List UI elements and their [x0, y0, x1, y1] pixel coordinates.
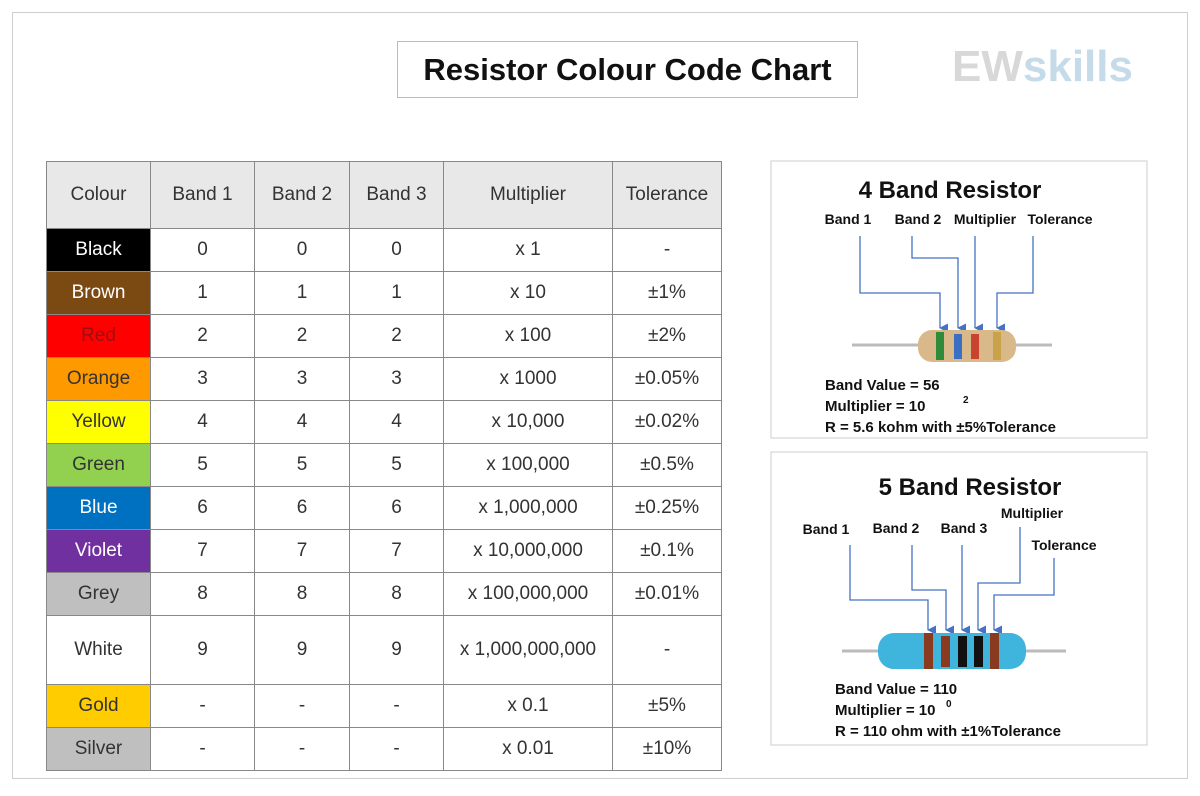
- colour-cell: Yellow: [46, 400, 151, 444]
- table-row: Blue 6 6 6 x 1,000,000 ±0.25%: [46, 486, 722, 530]
- logo-part: EW: [952, 42, 1023, 91]
- table-row: Orange 3 3 3 x 1000 ±0.05%: [46, 357, 722, 401]
- band-label: Band 2: [873, 520, 920, 536]
- table-cell: 3: [349, 357, 444, 401]
- colour-cell: Orange: [46, 357, 151, 401]
- table-cell: ±0.05%: [612, 357, 722, 401]
- table-cell: 0: [150, 228, 255, 272]
- header-row: Colour Band 1 Band 2 Band 3 Multiplier Tolera…: [46, 161, 722, 229]
- table-cell: -: [349, 727, 444, 771]
- info-line: Multiplier = 10: [835, 702, 935, 719]
- table-row: Silver - - - x 0.01 ±10%: [46, 727, 722, 771]
- table-row: Green 5 5 5 x 100,000 ±0.5%: [46, 443, 722, 487]
- table-row: White 9 9 9 x 1,000,000,000-: [46, 615, 722, 685]
- colour-cell: Blue: [46, 486, 151, 530]
- info-line: R = 110 ohm with ±1%Tolerance: [835, 723, 1061, 740]
- table-cell: x 10,000: [443, 400, 613, 444]
- band-label: Multiplier: [954, 211, 1017, 227]
- header-cell: Multiplier: [443, 161, 613, 229]
- band-label: Tolerance: [1027, 211, 1092, 227]
- table-cell: 5: [349, 443, 444, 487]
- band-label: Band 1: [803, 521, 850, 537]
- table-cell: 7: [349, 529, 444, 573]
- info-line: Band Value = 56: [825, 377, 940, 394]
- exponent: 2: [963, 395, 969, 406]
- table-cell: x 100,000: [443, 443, 613, 487]
- logo: EWskills: [952, 42, 1133, 92]
- panel-title: 4 Band Resistor: [859, 177, 1042, 204]
- band-label: Band 2: [895, 211, 942, 227]
- panel: [770, 451, 1148, 746]
- table-cell: x 100: [443, 314, 613, 358]
- table-cell: 0: [349, 228, 444, 272]
- band-label: Multiplier: [1001, 505, 1064, 521]
- table-cell: x 0.01: [443, 727, 613, 771]
- info-line: Multiplier = 10: [825, 398, 925, 415]
- table-cell: ±10%: [612, 727, 722, 771]
- table-cell: x 100,000,000: [443, 572, 613, 616]
- info-line: Band Value = 110: [835, 681, 957, 698]
- table-cell: x 1000: [443, 357, 613, 401]
- table-cell: 8: [349, 572, 444, 616]
- table-cell: 9: [349, 615, 444, 685]
- pointers: [849, 236, 1055, 635]
- table-row: Red 2 2 2 x 100 ±2%: [46, 314, 722, 358]
- table-cell: ±0.25%: [612, 486, 722, 530]
- header-cell: Band 3: [349, 161, 444, 229]
- header-cell: Colour: [46, 161, 151, 229]
- table-row: Yellow 4 4 4 x 10,000 ±0.02%: [46, 400, 722, 444]
- table-row: Black 0 0 0 x 1-: [46, 228, 722, 272]
- band-label: Tolerance: [1031, 537, 1096, 553]
- table-cell: 0: [254, 228, 350, 272]
- table-cell: -: [150, 727, 255, 771]
- colour-cell: Black: [46, 228, 151, 272]
- table-cell: x 10,000,000: [443, 529, 613, 573]
- table-cell: x 1,000,000: [443, 486, 613, 530]
- table-cell: 3: [150, 357, 255, 401]
- band-label: Band 1: [825, 211, 872, 227]
- table-cell: -: [254, 684, 350, 728]
- table-cell: x 1: [443, 228, 613, 272]
- table-cell: 1: [150, 271, 255, 315]
- info-line: R = 5.6 kohm with ±5%Tolerance: [825, 419, 1056, 436]
- table-cell: ±0.1%: [612, 529, 722, 573]
- colour-cell: White: [46, 615, 151, 685]
- exponent: 0: [946, 699, 952, 710]
- table-cell: ±2%: [612, 314, 722, 358]
- colour-cell: Grey: [46, 572, 151, 616]
- table-cell: ±0.01%: [612, 572, 722, 616]
- resistor-5band: [842, 633, 1066, 669]
- title: Resistor Colour Code Chart: [397, 41, 858, 98]
- band-label: Band 3: [941, 520, 988, 536]
- table-cell: 1: [254, 271, 350, 315]
- table-cell: 4: [254, 400, 350, 444]
- table-cell: 5: [150, 443, 255, 487]
- table-cell: -: [612, 615, 722, 685]
- panel: [770, 160, 1148, 439]
- table-cell: 3: [254, 357, 350, 401]
- table-cell: -: [254, 727, 350, 771]
- header-cell: Tolerance: [612, 161, 722, 229]
- colour-cell: Green: [46, 443, 151, 487]
- colour-cell: Silver: [46, 727, 151, 771]
- logo-part: skills: [1022, 42, 1133, 91]
- header-cell: Band 2: [254, 161, 350, 229]
- table-row: Grey 8 8 8 x 100,000,000 ±0.01%: [46, 572, 722, 616]
- table-cell: 2: [150, 314, 255, 358]
- colour-table: Colour Band 1 Band 2 Band 3 Multiplier Tolera…: [46, 161, 722, 771]
- panel-title: 5 Band Resistor: [879, 474, 1062, 501]
- resistor-4band: [852, 330, 1052, 362]
- table-row: Violet 7 7 7 x 10,000,000 ±0.1%: [46, 529, 722, 573]
- frame: [12, 12, 1188, 779]
- table-cell: 7: [254, 529, 350, 573]
